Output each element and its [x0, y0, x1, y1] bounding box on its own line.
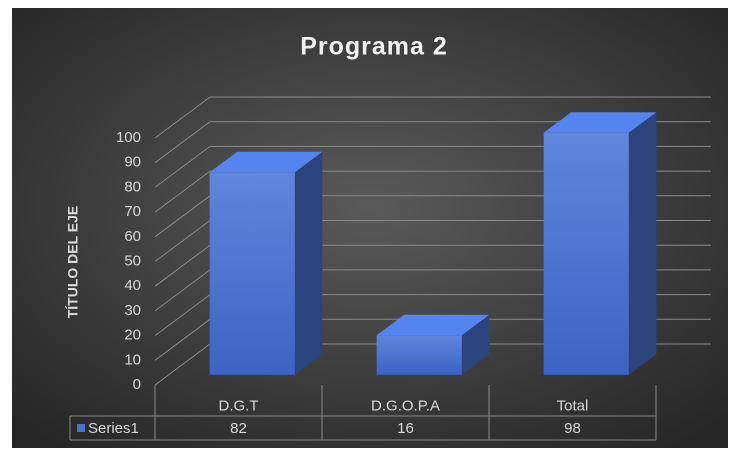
bar-front — [209, 172, 295, 375]
grid-line — [154, 145, 211, 188]
legend-label: Series1 — [88, 420, 139, 437]
data-label: 98 — [564, 420, 581, 437]
bar-front — [376, 335, 462, 375]
y-axis-label: TÍTULO DEL EJE — [65, 206, 81, 319]
y-tick-label: 0 — [133, 376, 141, 393]
y-tick-label: 80 — [124, 178, 141, 195]
data-label: 16 — [397, 420, 414, 437]
grid-line — [154, 343, 211, 386]
grid-line — [154, 170, 211, 213]
x-tick-label: D.G.O.P.A — [371, 397, 440, 414]
legend-swatch — [77, 424, 85, 432]
bar — [376, 314, 490, 375]
y-tick-label: 70 — [124, 203, 141, 220]
bar-top — [209, 151, 323, 173]
chart-title: Programa 2 — [300, 33, 448, 61]
bar-top — [376, 314, 490, 336]
grid-line — [154, 294, 211, 337]
y-tick-label: 10 — [124, 351, 141, 368]
x-tick-label: D.G.T — [219, 397, 259, 414]
data-label: 82 — [230, 420, 247, 437]
bar-side — [628, 112, 657, 375]
grid-line — [154, 96, 211, 139]
grid-line — [154, 269, 211, 312]
bar-side — [461, 314, 490, 375]
y-tick-label: 90 — [124, 154, 141, 171]
grid-line — [154, 121, 211, 164]
y-tick-label: 20 — [124, 327, 141, 344]
bar-side — [294, 151, 323, 375]
x-tick-label: Total — [557, 397, 589, 414]
bar-front — [543, 132, 629, 375]
bar — [209, 151, 323, 375]
grid-line — [154, 244, 211, 287]
bar — [543, 112, 657, 375]
y-tick-label: 60 — [124, 228, 141, 245]
y-tick-label: 40 — [124, 277, 141, 294]
y-tick-label: 100 — [116, 129, 141, 146]
y-tick-label: 50 — [124, 252, 141, 269]
grid-line — [154, 195, 211, 238]
y-tick-label: 30 — [124, 302, 141, 319]
grid-line — [154, 318, 211, 361]
bar-top — [543, 112, 657, 133]
grid-line — [154, 220, 211, 262]
